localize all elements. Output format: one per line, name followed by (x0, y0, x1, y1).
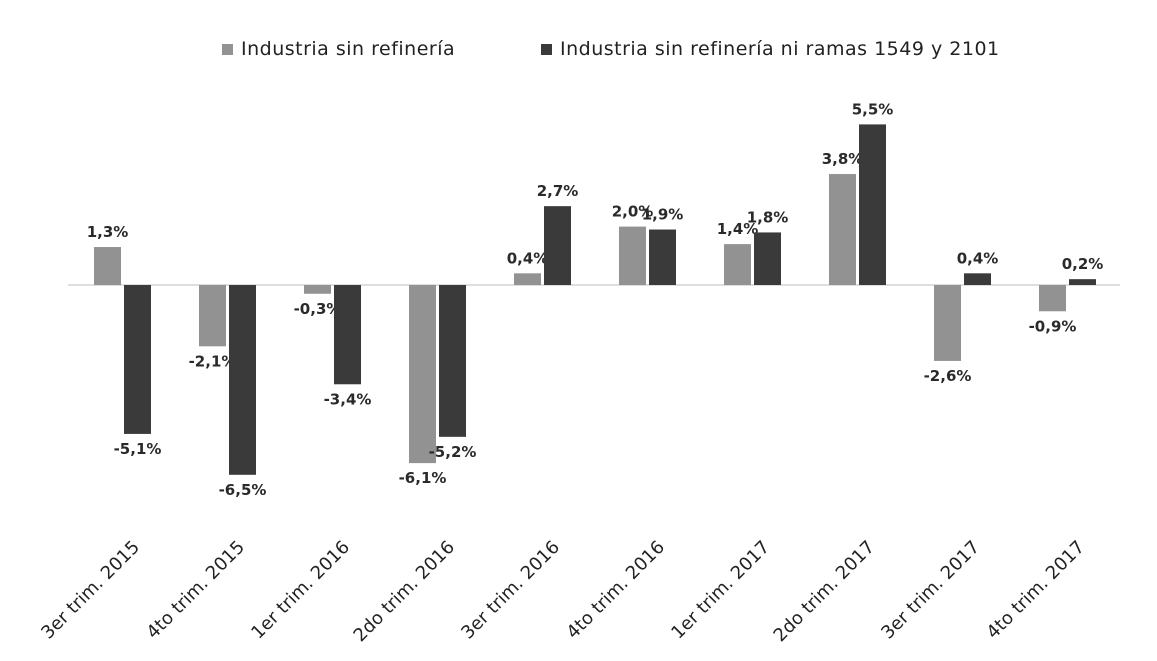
data-label-series-2-4: -5,2% (429, 443, 477, 461)
category-label-3: 1er trim. 2016 (247, 537, 354, 644)
category-label-9: 3er trim. 2017 (877, 537, 984, 644)
bar-series-2-9 (964, 273, 991, 285)
bar-series-2-7 (754, 232, 781, 285)
bar-series-2-1 (124, 285, 151, 434)
bar-series-1-7 (724, 244, 751, 285)
legend: Industria sin refinería Industria sin re… (0, 38, 1157, 68)
legend-item-series-1: Industria sin refinería (222, 38, 455, 60)
bar-series-2-6 (649, 229, 676, 285)
category-label-10: 4to trim. 2017 (983, 537, 1089, 643)
category-label-2: 4to trim. 2015 (143, 537, 249, 643)
category-label-5: 3er trim. 2016 (457, 537, 564, 644)
bar-series-1-3 (304, 285, 331, 294)
bar-series-2-10 (1069, 279, 1096, 285)
data-label-series-1-10: -0,9% (1029, 317, 1077, 335)
data-label-series-2-2: -6,5% (219, 481, 267, 499)
data-label-series-2-7: 1,8% (747, 208, 789, 226)
data-label-series-1-7: 1,4% (717, 220, 759, 238)
data-label-series-1-4: -6,1% (399, 469, 447, 487)
bar-series-1-4 (409, 285, 436, 464)
data-label-series-2-9: 0,4% (957, 249, 999, 267)
bar-series-1-8 (829, 174, 856, 285)
data-label-series-1-2: -2,1% (189, 352, 237, 370)
bar-series-2-5 (544, 206, 571, 285)
bar-series-1-5 (514, 273, 541, 285)
category-label-8: 2do trim. 2017 (770, 537, 880, 647)
data-label-series-1-5: 0,4% (507, 249, 549, 267)
category-label-7: 1er trim. 2017 (667, 537, 774, 644)
data-label-series-1-1: 1,3% (87, 223, 129, 241)
data-label-series-2-1: -5,1% (114, 440, 162, 458)
bar-series-1-6 (619, 226, 646, 285)
bar-series-1-1 (94, 247, 121, 285)
data-label-series-2-3: -3,4% (324, 390, 372, 408)
category-label-6: 4to trim. 2016 (563, 537, 669, 643)
legend-swatch-series-2 (541, 43, 552, 55)
bar-series-2-2 (229, 285, 256, 475)
data-label-series-2-8: 5,5% (852, 100, 894, 118)
bar-series-2-4 (439, 285, 466, 437)
data-label-series-2-5: 2,7% (537, 182, 579, 200)
data-label-series-1-6: 2,0% (612, 203, 654, 221)
data-label-series-2-10: 0,2% (1062, 255, 1104, 273)
legend-item-series-2: Industria sin refinería ni ramas 1549 y … (541, 38, 1000, 60)
legend-swatch-series-1 (222, 43, 233, 55)
data-label-series-1-9: -2,6% (924, 367, 972, 385)
data-label-series-1-8: 3,8% (822, 150, 864, 168)
bar-series-1-10 (1039, 285, 1066, 312)
bar-series-1-2 (199, 285, 226, 347)
legend-label-series-2: Industria sin refinería ni ramas 1549 y … (560, 38, 1000, 60)
legend-label-series-1: Industria sin refinería (241, 38, 456, 60)
bar-series-2-3 (334, 285, 361, 385)
category-label-1: 3er trim. 2015 (37, 537, 144, 644)
data-label-series-2-6: 1,9% (642, 206, 684, 224)
category-label-4: 2do trim. 2016 (350, 537, 460, 647)
bar-series-2-8 (859, 124, 886, 286)
data-label-series-1-3: -0,3% (294, 300, 342, 318)
bar-series-1-9 (934, 285, 961, 361)
